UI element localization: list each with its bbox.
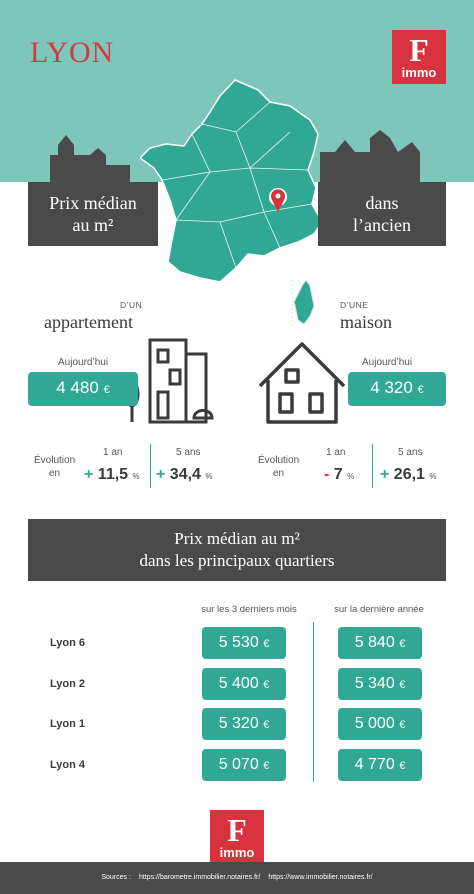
district-price-value: 5 320 (218, 715, 259, 732)
districts-title-line2: dans les principaux quartiers (139, 551, 335, 570)
district-price-3-months: 5 400 € (202, 668, 286, 700)
house-evo-5-pct: % (429, 472, 437, 481)
median-price-line2: au m² (72, 215, 114, 235)
house-evolution-line2: en (273, 468, 285, 479)
bottom-logo-immo: immo (219, 845, 255, 860)
footer: Sources : https://barometre.immobilier.no… (0, 862, 474, 894)
logo-f: F (409, 32, 429, 68)
apartment-evo-1-value: 11,5 (97, 466, 129, 483)
house-evolution-line1: Évolution (258, 455, 300, 466)
sources-label: Sources : (101, 874, 131, 881)
district-name: Lyon 4 (50, 759, 86, 771)
apartment-evo-5-sign: + (156, 466, 166, 483)
house-evo-5: + 26,1 % (380, 466, 437, 484)
house-prefix: D’UNE (340, 300, 369, 310)
house-price-value: 4 320 (370, 378, 413, 397)
apartment-prefix: D’UN (120, 300, 143, 310)
district-name: Lyon 2 (50, 678, 86, 690)
apartment-evo-5: + 34,4 % (156, 466, 213, 484)
district-price-currency: € (399, 719, 406, 731)
district-price-currency: € (263, 679, 270, 691)
district-price-value: 5 070 (218, 756, 259, 773)
apartment-evo-1: + 11,5 % (84, 466, 140, 484)
house-evo-5-value: 26,1 (393, 466, 425, 483)
location-pin-icon (269, 188, 287, 212)
house-evo-1: - 7 % (324, 466, 354, 484)
house-evo-1-sign: - (324, 466, 330, 483)
apartment-evolution-line2: en (49, 468, 61, 479)
house-evo-1-value: 7 (333, 466, 343, 483)
apartment-period-1: 1 an (103, 447, 123, 458)
house-price: 4 320 € (348, 372, 446, 406)
district-price-value: 4 770 (354, 756, 395, 773)
source-link-1[interactable]: https://barometre.immobilier.notaires.fr… (138, 874, 261, 881)
city-title: LYON (30, 36, 115, 69)
old-property-label: dans l’ancien (318, 182, 446, 246)
apartment-evolution-label: Évolution en (34, 454, 75, 480)
district-price-year: 4 770 € (338, 749, 422, 781)
house-type: maison (340, 312, 392, 332)
column-header-year: sur la dernière année (334, 604, 424, 615)
median-price-line1: Prix médian (49, 193, 137, 213)
district-price-3-months: 5 530 € (202, 627, 286, 659)
apartment-price: 4 480 € (28, 372, 138, 406)
district-price-year: 5 000 € (338, 708, 422, 740)
district-price-value: 5 530 (218, 634, 259, 651)
house-evolution-label: Évolution en (258, 454, 299, 480)
district-price-currency: € (263, 760, 270, 772)
table-divider (313, 622, 314, 782)
house-divider (372, 444, 373, 488)
bottom-logo: F immo (210, 810, 264, 864)
district-price-value: 5 400 (218, 675, 259, 692)
district-price-currency: € (399, 679, 406, 691)
france-map-icon (140, 79, 323, 283)
district-price-value: 5 340 (354, 675, 395, 692)
district-name: Lyon 6 (50, 637, 86, 649)
house-evo-1-pct: % (347, 472, 355, 481)
house-icon (258, 342, 346, 424)
house-evo-5-sign: + (380, 466, 390, 483)
apartment-evo-5-value: 34,4 (169, 466, 201, 483)
apartment-evo-1-sign: + (84, 466, 94, 483)
median-price-label: Prix médian au m² (28, 182, 158, 246)
column-header-3-months: sur les 3 derniers mois (201, 604, 297, 615)
district-name: Lyon 1 (50, 718, 86, 730)
district-price-year: 5 840 € (338, 627, 422, 659)
house-period-5: 5 ans (398, 447, 423, 458)
apartment-price-value: 4 480 (56, 378, 99, 397)
district-price-3-months: 5 070 € (202, 749, 286, 781)
old-property-line2: l’ancien (353, 215, 411, 235)
district-price-currency: € (263, 719, 270, 731)
apartment-divider (150, 444, 151, 488)
apartment-today-label: Aujourd’hui (58, 357, 109, 368)
house-period-1: 1 an (326, 447, 346, 458)
corsica-map-icon (291, 280, 315, 326)
apartment-evo-1-pct: % (132, 472, 140, 481)
logo-immo: immo (401, 65, 437, 80)
district-price-year: 5 340 € (338, 668, 422, 700)
apartment-period-5: 5 ans (176, 447, 201, 458)
source-link-2[interactable]: https://www.immobilier.notaires.fr/ (268, 874, 373, 881)
district-price-value: 5 000 (354, 715, 395, 732)
house-price-currency: € (417, 384, 424, 396)
districts-title-line1: Prix médian au m² (174, 529, 300, 548)
bottom-logo-f: F (227, 812, 247, 848)
apartment-evo-5-pct: % (205, 472, 213, 481)
district-price-currency: € (399, 638, 406, 650)
district-price-currency: € (263, 638, 270, 650)
district-price-value: 5 840 (354, 634, 395, 651)
house-today-label: Aujourd’hui (362, 357, 413, 368)
district-price-3-months: 5 320 € (202, 708, 286, 740)
logo: F immo (392, 30, 446, 84)
districts-title: Prix médian au m² dans les principaux qu… (28, 519, 446, 581)
old-property-line1: dans (365, 193, 399, 213)
apartment-evolution-line1: Évolution (34, 455, 76, 466)
district-price-currency: € (399, 760, 406, 772)
apartment-type: appartement (44, 312, 133, 332)
apartment-price-currency: € (103, 384, 110, 396)
